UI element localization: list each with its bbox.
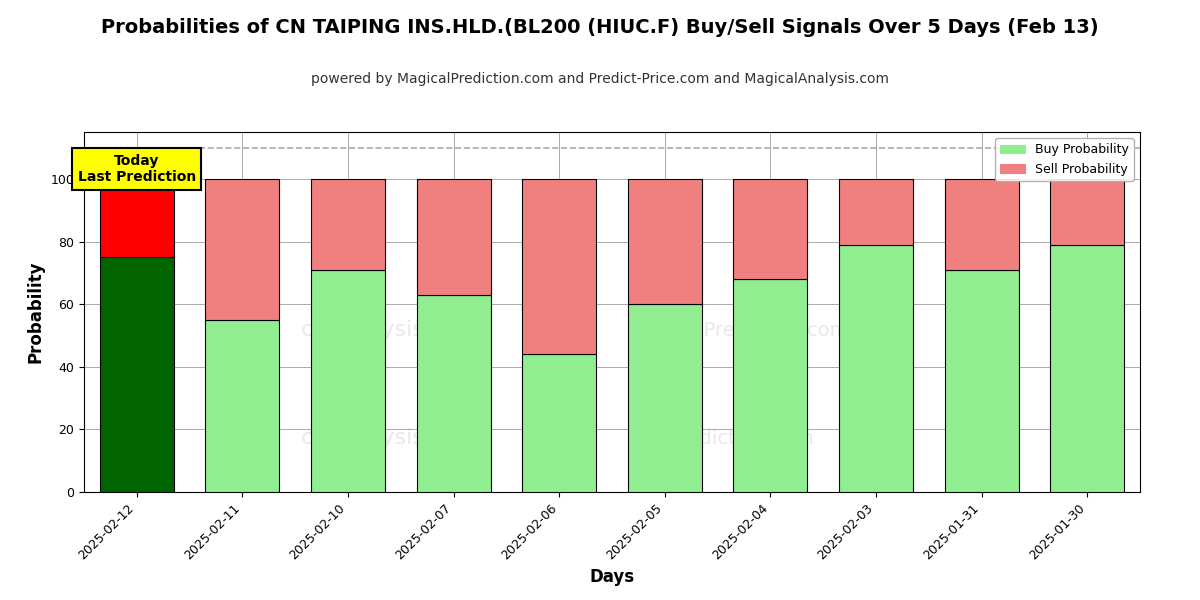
Bar [839,179,913,245]
Bar [839,245,913,492]
Bar [416,295,491,492]
Bar [944,179,1019,270]
Text: MagicalPrediction.com: MagicalPrediction.com [629,320,848,340]
Bar [628,304,702,492]
Bar [1050,179,1124,245]
Legend: Buy Probability, Sell Probability: Buy Probability, Sell Probability [995,138,1134,181]
Bar [100,179,174,257]
Bar [733,179,808,279]
Bar [205,320,280,492]
Bar [628,179,702,304]
Bar [733,279,808,492]
Text: calAnalysis.co: calAnalysis.co [301,320,458,340]
Bar [1050,245,1124,492]
Bar [944,270,1019,492]
Bar [205,179,280,320]
Text: powered by MagicalPrediction.com and Predict-Price.com and MagicalAnalysis.com: powered by MagicalPrediction.com and Pre… [311,72,889,86]
Bar [522,354,596,492]
Bar [522,179,596,354]
Text: Today
Last Prediction: Today Last Prediction [78,154,196,184]
Text: lPrediction.com: lPrediction.com [664,428,814,448]
Bar [311,270,385,492]
Bar [416,179,491,295]
Text: calAnalysis.co: calAnalysis.co [301,428,458,448]
Y-axis label: Probability: Probability [26,261,44,363]
Bar [311,179,385,270]
X-axis label: Days: Days [589,568,635,586]
Text: Probabilities of CN TAIPING INS.HLD.(BL200 (HIUC.F) Buy/Sell Signals Over 5 Days: Probabilities of CN TAIPING INS.HLD.(BL2… [101,18,1099,37]
Bar [100,257,174,492]
